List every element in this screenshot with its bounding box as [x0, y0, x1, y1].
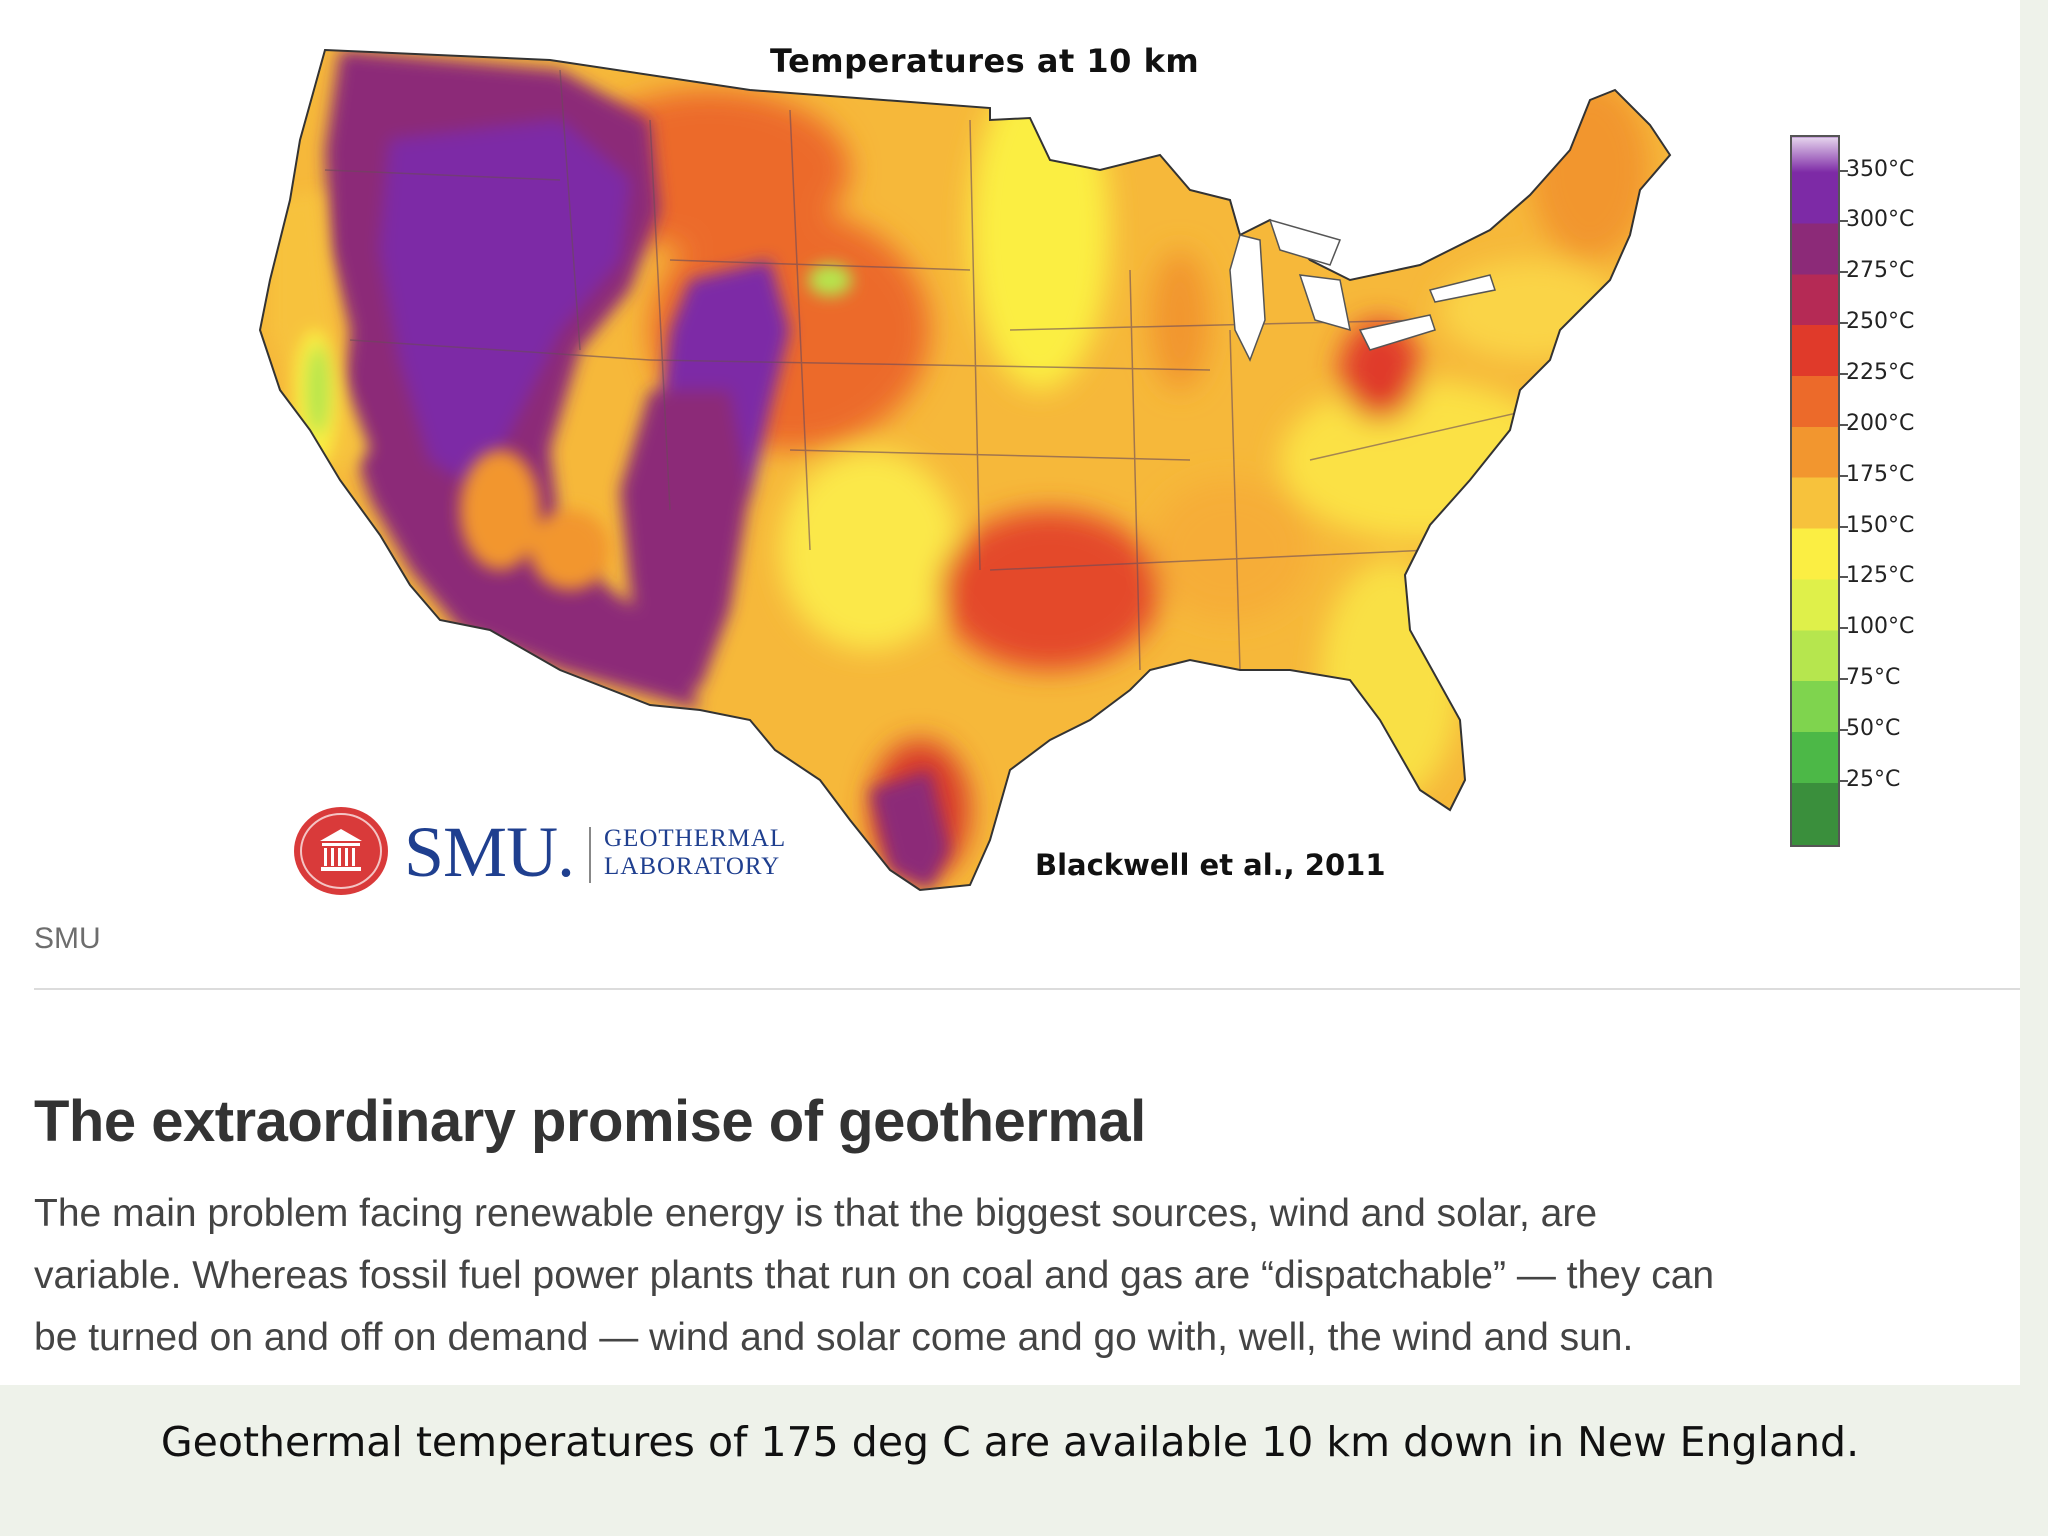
article-card: Temperatures at 10 km 350°C 300°C 275°C 250…	[0, 0, 2020, 1385]
smu-seal-icon	[294, 807, 388, 895]
legend-label: 100°C	[1846, 614, 1915, 640]
legend-tick	[1840, 627, 1848, 630]
article-body: The main problem facing renewable energy…	[34, 1183, 2014, 1369]
slide-caption: Geothermal temperatures of 175 deg C are…	[160, 1418, 1860, 1466]
legend-label: 50°C	[1846, 716, 1901, 742]
logo-divider	[589, 827, 591, 883]
body-line-2: variable. Whereas fossil fuel power plan…	[34, 1254, 1715, 1297]
legend-tick	[1840, 576, 1848, 579]
legend-label: 125°C	[1846, 563, 1915, 589]
smu-geothermal-logo: SMU. GEOTHERMAL LABORATORY	[292, 805, 812, 900]
legend-tick	[1840, 169, 1848, 172]
smu-wordmark: SMU.	[404, 812, 575, 892]
legend-tick	[1840, 373, 1848, 376]
temperature-legend: 350°C 300°C 275°C 250°C 225°C 200°C 175°C 150°C…	[1790, 135, 1990, 855]
map-citation: Blackwell et al., 2011	[1035, 848, 1386, 882]
legend-label: 25°C	[1846, 766, 1901, 792]
logo-unit-line1: GEOTHERMAL	[604, 825, 787, 852]
article-divider	[34, 988, 2020, 990]
article-headline[interactable]: The extraordinary promise of geothermal	[34, 1089, 1146, 1154]
body-line-1: The main problem facing renewable energy…	[34, 1192, 1598, 1235]
legend-label: 275°C	[1846, 258, 1915, 284]
legend-label: 200°C	[1846, 410, 1915, 436]
image-source: SMU	[34, 922, 101, 955]
legend-tick	[1840, 322, 1848, 325]
legend-label: 175°C	[1846, 461, 1915, 487]
body-line-3: be turned on and off on demand — wind an…	[34, 1316, 1634, 1359]
legend-tick	[1840, 474, 1848, 477]
legend-tick	[1840, 271, 1848, 274]
legend-label: 150°C	[1846, 512, 1915, 538]
logo-unit-line2: LABORATORY	[604, 853, 781, 880]
temperature-map	[230, 30, 1870, 900]
legend-tick	[1840, 525, 1848, 528]
us-map-graphic	[258, 48, 1672, 892]
legend-tick	[1840, 423, 1848, 426]
legend-label: 225°C	[1846, 360, 1915, 386]
legend-label: 250°C	[1846, 309, 1915, 335]
legend-label: 300°C	[1846, 207, 1915, 233]
legend-tick	[1840, 779, 1848, 782]
legend-tick	[1840, 678, 1848, 681]
legend-label: 75°C	[1846, 665, 1901, 691]
map-title: Temperatures at 10 km	[770, 42, 1200, 80]
legend-tick	[1840, 220, 1848, 223]
legend-tick	[1840, 729, 1848, 732]
legend-color-bar	[1790, 135, 1840, 847]
legend-label: 350°C	[1846, 156, 1915, 182]
